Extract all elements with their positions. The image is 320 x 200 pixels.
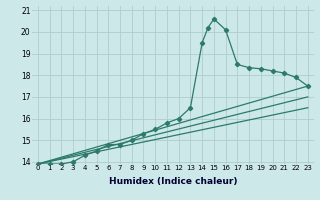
X-axis label: Humidex (Indice chaleur): Humidex (Indice chaleur) xyxy=(108,177,237,186)
